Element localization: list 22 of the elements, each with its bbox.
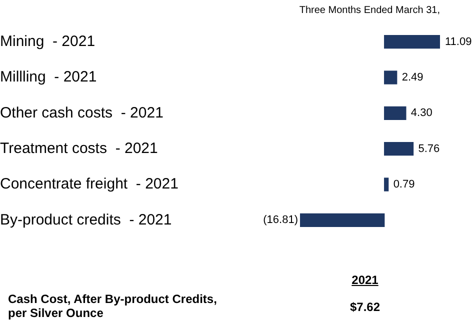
data-label: 4.30: [410, 107, 432, 120]
data-label: 0.79: [393, 178, 415, 191]
data-label: 11.09: [445, 36, 472, 48]
text: $7.62: [348, 300, 382, 314]
y-tick-label: By-product credits - 2021: [0, 211, 172, 228]
y-tick-label: Concentrate freight - 2021: [0, 176, 178, 193]
data-label: 2.49: [402, 72, 424, 84]
y-tick-label: Treatment costs - 2021: [0, 140, 158, 157]
bar: [384, 142, 414, 156]
bar: [300, 213, 385, 227]
bar: [384, 70, 398, 84]
y-tick-label: Mining - 2021: [0, 32, 96, 50]
text: 2021: [350, 273, 380, 287]
text: Cash Cost, After By-product Credits, per Silver Ounce: [8, 292, 218, 320]
y-tick-label: Other cash costs - 2021: [0, 104, 164, 122]
y-tick-label: Millling - 2021: [0, 68, 97, 86]
chart-title: Three Months Ended March 31,: [299, 4, 440, 16]
data-label: (16.81): [263, 214, 298, 226]
bar: [384, 106, 406, 120]
bar: [384, 35, 440, 49]
data-label: 5.76: [418, 142, 440, 155]
bar: [384, 178, 389, 192]
